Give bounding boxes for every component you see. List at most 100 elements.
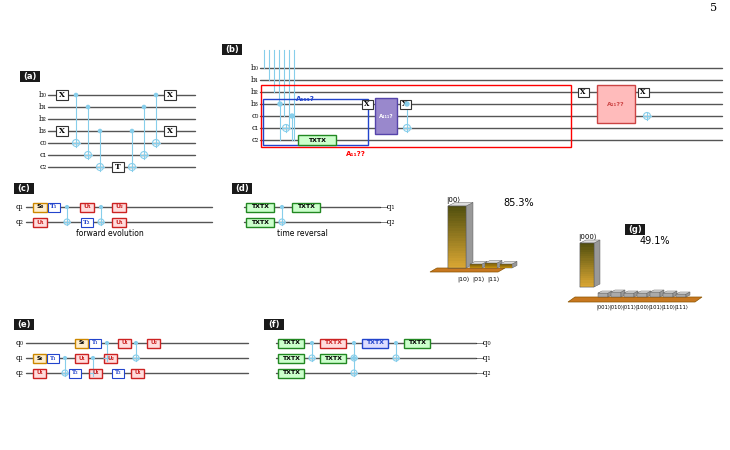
- Polygon shape: [608, 291, 612, 297]
- FancyBboxPatch shape: [448, 238, 466, 241]
- Polygon shape: [500, 261, 517, 264]
- Text: TXTX: TXTX: [324, 356, 342, 360]
- Text: |001⟩: |001⟩: [596, 305, 610, 310]
- FancyBboxPatch shape: [75, 354, 88, 363]
- Circle shape: [99, 206, 102, 208]
- Circle shape: [290, 114, 294, 118]
- Text: A₁₁??: A₁₁??: [346, 151, 366, 157]
- FancyBboxPatch shape: [485, 267, 497, 268]
- FancyBboxPatch shape: [292, 202, 320, 211]
- Polygon shape: [485, 261, 502, 263]
- Text: U₂: U₂: [150, 341, 157, 346]
- Text: TXTX: TXTX: [366, 341, 384, 346]
- FancyBboxPatch shape: [580, 251, 594, 254]
- Polygon shape: [660, 290, 664, 297]
- Text: 85.3%: 85.3%: [503, 198, 534, 208]
- Text: U₁: U₁: [78, 356, 85, 360]
- Text: |11⟩: |11⟩: [487, 276, 499, 282]
- Circle shape: [311, 342, 313, 344]
- Polygon shape: [466, 202, 473, 268]
- Text: b₂: b₂: [39, 115, 47, 123]
- Text: X: X: [167, 127, 173, 135]
- FancyBboxPatch shape: [580, 243, 594, 245]
- FancyBboxPatch shape: [470, 265, 482, 266]
- Polygon shape: [594, 240, 600, 287]
- Text: b₃: b₃: [39, 127, 47, 135]
- FancyBboxPatch shape: [470, 264, 482, 265]
- Text: c₂: c₂: [39, 163, 47, 171]
- FancyBboxPatch shape: [448, 220, 466, 223]
- Circle shape: [280, 206, 283, 208]
- FancyBboxPatch shape: [500, 266, 512, 267]
- Text: |10⟩: |10⟩: [457, 276, 469, 282]
- FancyBboxPatch shape: [131, 369, 144, 378]
- Text: (d): (d): [235, 184, 249, 193]
- FancyBboxPatch shape: [298, 135, 336, 145]
- Text: c₂: c₂: [252, 136, 259, 144]
- Polygon shape: [470, 264, 482, 268]
- FancyBboxPatch shape: [500, 264, 512, 265]
- Circle shape: [131, 130, 134, 133]
- FancyBboxPatch shape: [500, 265, 512, 266]
- FancyBboxPatch shape: [362, 338, 388, 347]
- Circle shape: [66, 206, 69, 208]
- FancyBboxPatch shape: [33, 217, 47, 226]
- Text: TXTX: TXTX: [282, 370, 300, 375]
- FancyBboxPatch shape: [118, 338, 131, 347]
- Circle shape: [278, 102, 282, 106]
- FancyBboxPatch shape: [580, 284, 594, 287]
- FancyBboxPatch shape: [448, 216, 466, 218]
- Text: T₂: T₂: [115, 370, 121, 375]
- FancyBboxPatch shape: [448, 252, 466, 256]
- Text: S₀: S₀: [36, 204, 44, 210]
- Polygon shape: [485, 263, 497, 268]
- Text: T₂: T₂: [72, 370, 78, 375]
- Polygon shape: [512, 261, 517, 268]
- Text: TXTX: TXTX: [251, 220, 269, 225]
- Polygon shape: [500, 264, 512, 268]
- FancyBboxPatch shape: [112, 202, 126, 211]
- Text: X: X: [580, 88, 585, 96]
- Polygon shape: [448, 206, 466, 268]
- FancyBboxPatch shape: [361, 99, 372, 108]
- FancyBboxPatch shape: [448, 265, 466, 268]
- FancyBboxPatch shape: [278, 338, 304, 347]
- FancyBboxPatch shape: [48, 202, 60, 211]
- Text: U₁: U₁: [83, 204, 91, 210]
- FancyBboxPatch shape: [147, 338, 160, 347]
- Circle shape: [353, 357, 356, 360]
- Text: q₁: q₁: [16, 354, 24, 362]
- FancyBboxPatch shape: [264, 319, 284, 330]
- FancyBboxPatch shape: [580, 267, 594, 270]
- Text: TXTX: TXTX: [251, 204, 269, 210]
- Text: c₀: c₀: [39, 139, 47, 147]
- Text: q₀: q₀: [16, 339, 24, 347]
- FancyBboxPatch shape: [448, 245, 466, 248]
- Text: (b): (b): [225, 45, 239, 54]
- FancyBboxPatch shape: [448, 206, 466, 208]
- Text: T: T: [115, 163, 121, 171]
- FancyBboxPatch shape: [448, 240, 466, 243]
- FancyBboxPatch shape: [448, 228, 466, 231]
- Polygon shape: [637, 293, 647, 297]
- FancyBboxPatch shape: [597, 85, 635, 123]
- FancyBboxPatch shape: [80, 202, 94, 211]
- FancyBboxPatch shape: [580, 269, 594, 272]
- FancyBboxPatch shape: [69, 369, 81, 378]
- Text: (c): (c): [18, 184, 31, 193]
- Text: (g): (g): [628, 225, 642, 234]
- FancyBboxPatch shape: [580, 247, 594, 250]
- FancyBboxPatch shape: [470, 264, 482, 265]
- Text: TXTX: TXTX: [408, 341, 426, 346]
- FancyBboxPatch shape: [33, 369, 46, 378]
- FancyBboxPatch shape: [580, 282, 594, 285]
- Polygon shape: [624, 293, 634, 297]
- FancyBboxPatch shape: [580, 253, 594, 256]
- FancyBboxPatch shape: [375, 98, 397, 134]
- Text: 49.1%: 49.1%: [640, 236, 670, 246]
- Circle shape: [74, 94, 77, 97]
- Circle shape: [99, 130, 101, 133]
- FancyBboxPatch shape: [164, 90, 176, 100]
- FancyBboxPatch shape: [112, 217, 126, 226]
- Circle shape: [64, 357, 66, 360]
